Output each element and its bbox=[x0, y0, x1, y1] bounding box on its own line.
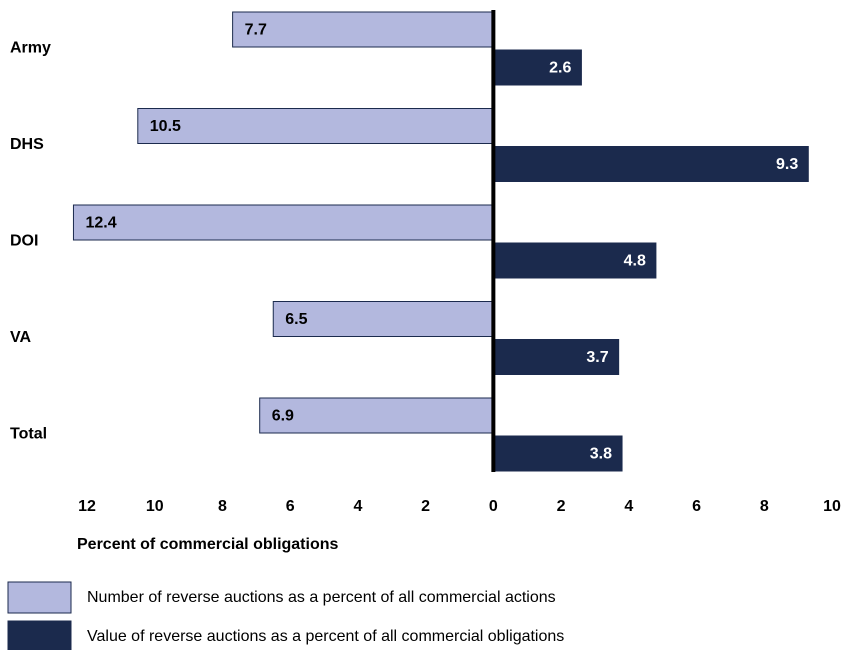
x-tick-label: 6 bbox=[286, 498, 295, 515]
x-tick-label: 2 bbox=[421, 498, 430, 515]
legend-swatch bbox=[7, 620, 72, 650]
bar bbox=[272, 301, 494, 337]
x-axis-label: Percent of commercial obligations bbox=[77, 536, 339, 553]
bar bbox=[492, 146, 809, 182]
bar bbox=[259, 397, 494, 434]
category-label: DOI bbox=[10, 233, 38, 250]
value-label: 6.5 bbox=[285, 311, 307, 328]
value-label: 10.5 bbox=[150, 118, 181, 135]
x-tick-label: 10 bbox=[823, 498, 841, 515]
x-tick-label: 4 bbox=[353, 498, 362, 515]
legend-label: Number of reverse auctions as a percent … bbox=[87, 589, 556, 606]
bar bbox=[492, 339, 620, 375]
bar bbox=[232, 11, 494, 48]
category-label: Army bbox=[10, 40, 51, 57]
legend-swatch bbox=[7, 581, 72, 614]
bar bbox=[492, 49, 582, 86]
legend-label: Value of reverse auctions as a percent o… bbox=[87, 628, 564, 645]
x-tick-label: 2 bbox=[557, 498, 566, 515]
bar bbox=[137, 108, 494, 144]
value-label: 12.4 bbox=[85, 215, 116, 232]
value-label: 3.8 bbox=[590, 446, 612, 463]
x-tick-label: 8 bbox=[218, 498, 227, 515]
value-label: 6.9 bbox=[272, 408, 294, 425]
value-label: 2.6 bbox=[549, 60, 571, 77]
category-label: Total bbox=[10, 426, 47, 443]
x-tick-label: 4 bbox=[624, 498, 633, 515]
bar bbox=[492, 242, 657, 279]
bar bbox=[72, 204, 494, 241]
category-label: DHS bbox=[10, 136, 44, 153]
x-tick-label: 6 bbox=[692, 498, 701, 515]
x-tick-label: 12 bbox=[78, 498, 96, 515]
value-label: 9.3 bbox=[776, 156, 798, 173]
value-label: 4.8 bbox=[624, 253, 646, 270]
value-label: 3.7 bbox=[586, 349, 608, 366]
x-tick-label: 10 bbox=[146, 498, 164, 515]
x-tick-label: 8 bbox=[760, 498, 769, 515]
bar bbox=[492, 435, 623, 472]
value-label: 7.7 bbox=[245, 22, 267, 39]
category-label: VA bbox=[10, 329, 31, 346]
x-tick-label: 0 bbox=[489, 498, 498, 515]
